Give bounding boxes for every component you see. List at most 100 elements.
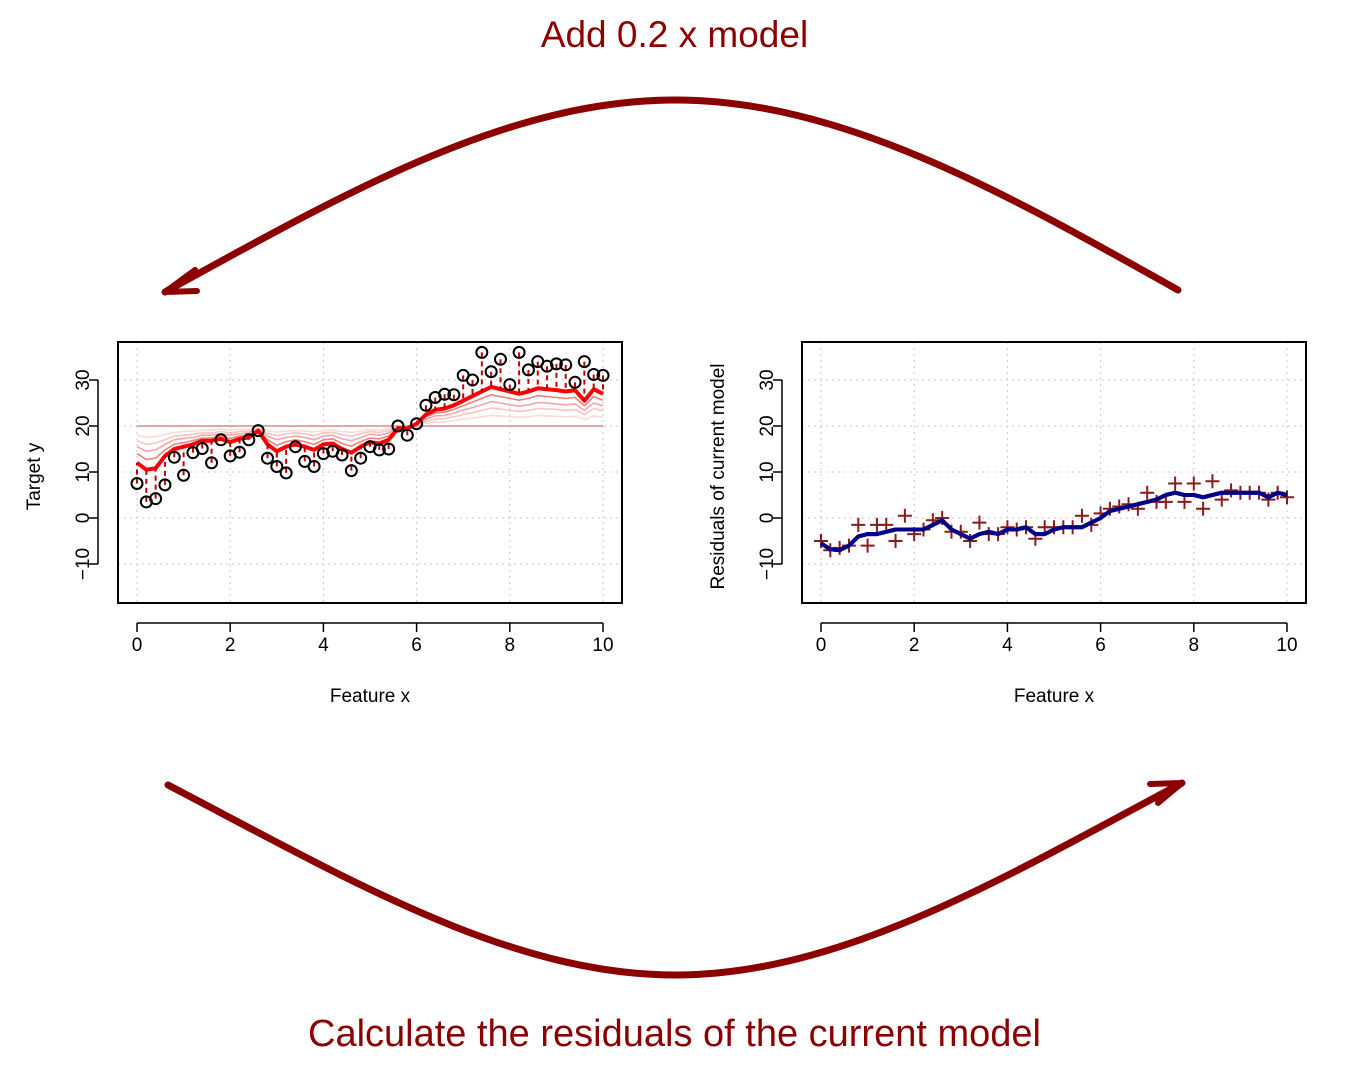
main-model-line	[135, 384, 604, 472]
residual-point	[1196, 501, 1211, 516]
top-arrow	[161, 96, 1182, 296]
data-point	[475, 345, 489, 359]
data-point	[568, 375, 582, 389]
x-tick-label: 6	[411, 635, 422, 656]
data-point	[288, 440, 302, 454]
data-point	[205, 456, 219, 470]
residual-point	[888, 534, 903, 548]
data-point	[195, 442, 209, 456]
data-point	[466, 373, 480, 387]
residual-point	[851, 517, 866, 532]
residual-point	[879, 517, 894, 532]
data-point	[577, 355, 591, 369]
residual-point	[1224, 483, 1239, 498]
data-point	[158, 478, 172, 492]
plot-frame	[117, 341, 623, 604]
data-point	[149, 492, 163, 506]
data-point	[130, 477, 144, 490]
x-tick-label: 8	[1189, 635, 1200, 656]
y-tick-label: 0	[73, 513, 94, 524]
residual-point	[1168, 476, 1183, 491]
bottom-arrow	[164, 779, 1186, 979]
residual-point	[1205, 474, 1220, 489]
y-tick-label: 10	[73, 461, 94, 482]
x-tick-label: 10	[1276, 635, 1297, 656]
data-point	[447, 388, 461, 402]
data-point	[559, 358, 573, 372]
residual-point	[1186, 476, 1201, 491]
y-tick-label: 20	[757, 415, 778, 436]
y-tick-label: −10	[73, 548, 94, 580]
data-point	[354, 451, 368, 465]
data-point	[335, 448, 349, 462]
model-line	[136, 400, 604, 453]
data-point	[372, 443, 386, 457]
data-point	[400, 428, 414, 442]
plot-frame	[801, 341, 1307, 604]
data-point	[307, 459, 321, 473]
residual-point	[1158, 494, 1173, 509]
bottom-caption: Calculate the residuals of the current m…	[308, 1013, 1041, 1055]
data-point	[233, 445, 247, 459]
x-axis-title: Feature x	[330, 686, 411, 707]
residual-point	[860, 538, 875, 553]
y-tick-label: 0	[757, 513, 778, 524]
data-point	[316, 447, 330, 461]
data-point	[177, 468, 191, 482]
model-line	[136, 407, 604, 446]
model-line	[136, 414, 604, 439]
residual-point	[1280, 490, 1294, 505]
data-point	[587, 367, 601, 381]
x-tick-label: 4	[318, 635, 329, 656]
x-tick-label: 8	[505, 635, 516, 656]
data-point	[270, 459, 284, 473]
data-point	[521, 363, 535, 377]
data-point	[242, 433, 256, 447]
y-axis-title: Target y	[24, 442, 45, 510]
residual-point	[1074, 508, 1089, 523]
residual-point	[963, 534, 978, 548]
x-tick-label: 2	[909, 635, 920, 656]
x-tick-label: 2	[225, 635, 236, 656]
data-point	[260, 451, 274, 465]
x-tick-label: 6	[1095, 635, 1106, 656]
residual-point	[1214, 492, 1229, 507]
model-line	[136, 393, 604, 461]
residual-point	[972, 515, 987, 530]
top-caption: Add 0.2 x model	[540, 14, 809, 55]
x-tick-label: 0	[132, 635, 143, 656]
y-tick-label: 20	[73, 415, 94, 436]
data-point	[549, 357, 563, 371]
residual-point	[1000, 520, 1015, 535]
residual-point	[1177, 494, 1192, 509]
data-point	[279, 466, 293, 480]
x-tick-label: 0	[816, 635, 827, 656]
x-tick-label: 10	[592, 635, 613, 656]
data-point	[512, 345, 526, 359]
x-tick-label: 4	[1002, 635, 1013, 656]
y-tick-label: 10	[757, 461, 778, 482]
residual-point	[1261, 492, 1276, 507]
data-point	[382, 442, 396, 456]
data-point	[344, 464, 358, 478]
y-tick-label: 30	[73, 369, 94, 390]
data-point	[540, 359, 554, 373]
data-point	[214, 433, 228, 447]
data-point	[438, 387, 452, 401]
fitted-tree-line	[819, 490, 1288, 553]
residual-point	[897, 508, 912, 523]
data-point	[410, 417, 424, 431]
data-point	[596, 368, 610, 382]
y-axis-title: Residuals of current model	[708, 364, 729, 590]
y-tick-label: 30	[757, 369, 778, 390]
data-point	[251, 424, 265, 438]
data-point	[493, 352, 507, 366]
residual-point	[1140, 485, 1155, 500]
left-plot: 0 2 4 6 8 10 −10 0 10 20 30 Feature x Target y	[24, 341, 623, 707]
data-point	[167, 450, 181, 464]
y-tick-label: −10	[757, 548, 778, 580]
data-point	[419, 398, 433, 412]
data-point	[503, 378, 517, 392]
x-axis-title: Feature x	[1014, 686, 1095, 707]
